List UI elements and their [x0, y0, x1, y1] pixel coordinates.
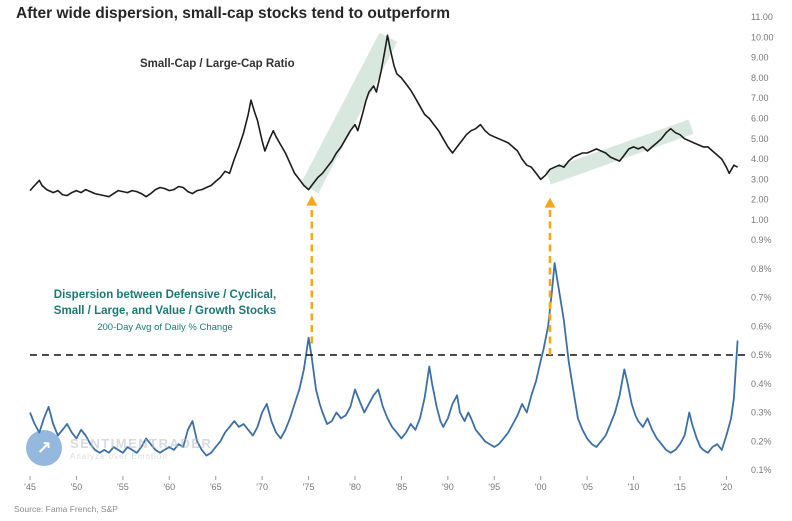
x-axis-tick-label: '70	[256, 482, 268, 492]
dispersion-axis-tick-label: 0.8%	[751, 264, 772, 274]
x-axis-tick-label: '80	[349, 482, 361, 492]
x-axis-tick-label: '90	[442, 482, 454, 492]
dispersion-label-line1: Dispersion between Defensive / Cyclical,	[53, 289, 277, 301]
signal-arrow-head-icon	[306, 195, 318, 206]
sentimentrader-logo-icon: ↗	[26, 430, 62, 466]
x-axis-tick-label: '75	[303, 482, 315, 492]
ratio-axis-tick-label: 2.00	[751, 195, 769, 205]
x-axis-tick-label: '00	[535, 482, 547, 492]
ratio-axis-tick-label: 1.00	[751, 215, 769, 225]
dispersion-series-label: Dispersion between Defensive / Cyclical,…	[22, 288, 308, 333]
ratio-axis-tick-label: 10.00	[751, 32, 774, 42]
ratio-axis-tick-label: 6.00	[751, 114, 769, 124]
dispersion-axis-tick-label: 0.3%	[751, 408, 772, 418]
dispersion-label-line3: 200-Day Avg of Daily % Change	[97, 322, 233, 334]
dispersion-axis-tick-label: 0.2%	[751, 436, 772, 446]
ratio-axis-tick-label: 11.00	[751, 12, 773, 22]
signal-arrow-head-icon	[544, 197, 556, 208]
watermark-brand: SENTIMENTRADER	[70, 435, 213, 451]
ratio-axis-tick-label: 7.00	[751, 93, 769, 103]
x-axis-tick-label: '55	[117, 482, 129, 492]
watermark-tagline: Analyze over Emotion	[70, 451, 168, 461]
ratio-series-label: Small-Cap / Large-Cap Ratio	[140, 58, 295, 70]
watermark: ↗ SENTIMENTRADER Analyze over Emotion	[26, 430, 212, 466]
arrow-up-right-icon: ↗	[36, 437, 52, 458]
ratio-series-line	[29, 34, 738, 198]
x-axis-tick-label: '50	[71, 482, 83, 492]
trend-highlight-band	[545, 119, 694, 185]
ratio-axis-tick-label: 5.00	[751, 134, 769, 144]
dispersion-axis-tick-label: 0.4%	[751, 379, 772, 389]
dispersion-axis-tick-label: 0.1%	[751, 465, 772, 475]
x-axis-tick-label: '15	[674, 482, 686, 492]
dispersion-label-line2: Small / Large, and Value / Growth Stocks	[53, 304, 277, 317]
x-axis-tick-label: '20	[721, 482, 733, 492]
x-axis-tick-label: '95	[488, 482, 500, 492]
x-axis-tick-label: '85	[396, 482, 408, 492]
x-axis-tick-label: '65	[210, 482, 222, 492]
x-axis-tick-label: '10	[628, 482, 640, 492]
dispersion-series-line	[29, 262, 739, 457]
ratio-axis-tick-label: 3.00	[751, 174, 769, 184]
dispersion-axis-tick-label: 0.5%	[751, 350, 772, 360]
source-note: Source: Fama French, S&P	[14, 504, 118, 514]
ratio-axis-tick-label: 9.00	[751, 53, 769, 63]
ratio-axis-tick-label: 8.00	[751, 73, 769, 83]
x-axis-tick-label: '05	[581, 482, 593, 492]
x-axis-tick-label: '60	[163, 482, 175, 492]
chart-title: After wide dispersion, small-cap stocks …	[16, 5, 451, 22]
dispersion-axis-tick-label: 0.6%	[751, 321, 772, 331]
dispersion-axis-tick-label: 0.9%	[751, 235, 772, 245]
trend-highlight-band	[300, 32, 398, 194]
dispersion-axis-tick-label: 0.7%	[751, 293, 772, 303]
ratio-axis-tick-label: 4.00	[751, 154, 769, 164]
x-axis-tick-label: '45	[24, 482, 36, 492]
